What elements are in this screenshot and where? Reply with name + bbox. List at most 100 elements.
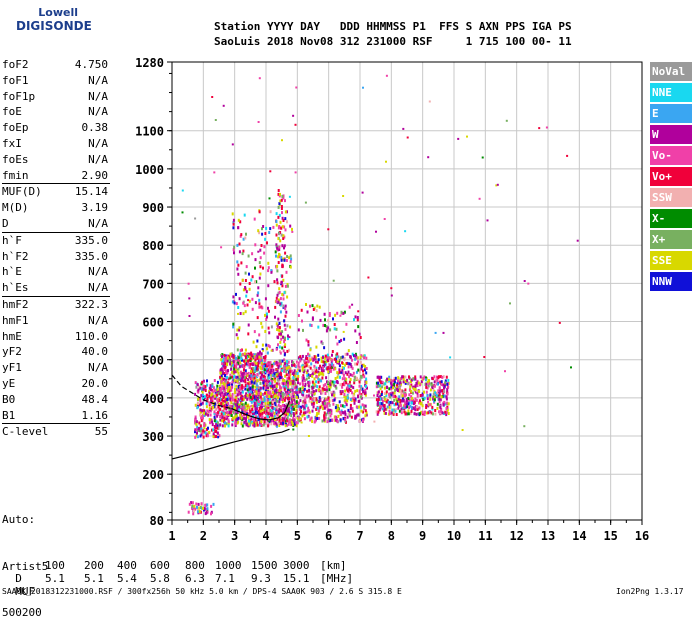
echo-point [242,403,245,407]
echo-point [244,362,247,366]
echo-point [257,401,260,405]
echo-point [330,412,333,416]
echo-point [305,371,308,374]
echo-point [385,160,387,163]
echo-point [248,355,251,359]
echo-point [256,405,259,408]
echo-point [288,420,291,424]
echo-point [330,369,332,373]
echo-point [387,400,390,404]
echo-point [253,422,256,426]
echo-point [257,364,260,368]
echo-point [267,412,270,416]
echo-point [423,413,426,416]
echo-point [358,389,361,393]
echo-point [305,355,308,359]
echo-point [220,402,223,405]
echo-point [416,405,418,409]
echo-point [399,381,402,385]
trace-f2 [231,400,291,421]
echo-point [197,401,200,405]
echo-point [446,401,449,405]
echo-point [236,336,239,340]
echo-point [198,403,201,407]
echo-point [570,366,572,369]
echo-point [217,405,220,409]
echo-point [438,397,441,401]
echo-point [281,392,284,396]
echo-point [239,234,242,238]
echo-point [281,416,284,420]
echo-point [401,394,404,398]
echo-point [343,310,346,314]
echo-point [386,386,389,390]
echo-point [320,372,323,375]
echo-point [229,404,232,408]
echo-point [323,399,326,403]
echo-point [404,379,407,383]
echo-point [432,388,435,392]
echo-point [328,356,331,360]
echo-point [244,236,247,240]
echo-point [260,407,263,411]
echo-point [277,317,280,321]
echo-point [280,205,283,208]
echo-point [279,220,282,224]
echo-point [447,385,450,389]
echo-point [295,400,298,404]
echo-point [236,407,239,411]
echo-point [358,370,361,374]
parameter-panel: foF2 4.750 foF1 N/A foF1p N/A foE N/A foEp 0.38 fx… [2,57,110,440]
echo-point [256,395,259,399]
echo-point [312,371,315,375]
echo-point [341,382,344,386]
echo-point [237,359,240,363]
x-tick-label: 15 [603,529,617,543]
echo-point [280,233,283,237]
echo-point [262,379,265,383]
echo-point [429,403,432,407]
echo-point [305,377,308,381]
echo-point [236,267,239,271]
echo-point [239,220,242,224]
echo-point [292,385,295,389]
echo-point [339,314,342,317]
echo-point [275,409,278,413]
echo-point [273,377,275,381]
echo-point [360,387,362,391]
echo-point [245,372,248,376]
echo-point [365,367,368,370]
echo-point [301,354,304,358]
echo-point [200,502,203,506]
echo-point [257,250,260,253]
echo-point [280,255,283,259]
echo-point [364,384,367,388]
echo-point [504,370,506,373]
echo-point [296,372,299,375]
echo-point [247,359,250,363]
echo-point [248,405,251,409]
echo-point [258,210,261,214]
echo-point [264,237,267,241]
echo-point [315,399,318,403]
legend-item: NNE [650,83,692,102]
echo-point [283,421,286,425]
echo-point [199,386,202,390]
echo-point [236,388,239,392]
echo-point [423,396,426,400]
echo-point [289,392,292,396]
param-row: h`Es N/A [2,280,110,297]
echo-point [275,382,278,386]
echo-point [281,381,284,385]
echo-point [216,423,219,427]
x-tick-label: 2 [200,529,207,543]
echo-point [414,397,417,401]
echo-point [363,354,366,358]
echo-point [342,411,345,415]
echo-point [442,331,445,334]
echo-point [230,414,233,417]
echo-point [258,231,261,235]
echo-point [345,403,348,407]
echo-point [245,422,248,426]
echo-point [281,244,284,248]
